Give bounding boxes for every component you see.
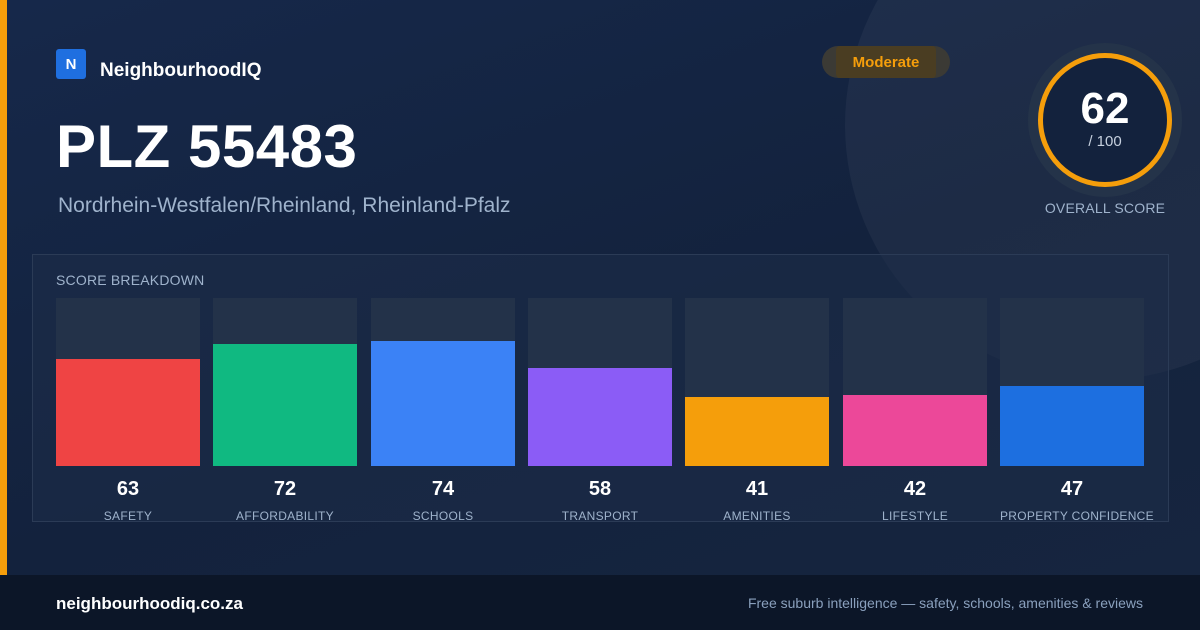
bar-value: 74	[431, 478, 455, 500]
bar-value: 42	[903, 478, 927, 500]
bar-track	[371, 298, 515, 466]
overall-score-max: / 100	[1088, 133, 1122, 150]
score-bar-safety: 63 SAFETY	[56, 298, 200, 523]
bar-fill	[213, 344, 357, 466]
score-bar-property-confidence: 47 PROPERTY CONFIDENCE	[1000, 298, 1154, 523]
bar-fill	[685, 397, 829, 466]
bar-label: LIFESTYLE	[881, 509, 949, 523]
bar-track	[213, 298, 357, 466]
score-breakdown-heading: SCORE BREAKDOWN	[56, 272, 205, 288]
page-title: PLZ 55483	[56, 113, 358, 180]
bar-label: SCHOOLS	[412, 509, 474, 523]
footer-domain-link[interactable]: neighbourhoodiq.co.za	[56, 594, 243, 613]
score-bar-lifestyle: 42 LIFESTYLE	[843, 298, 987, 523]
bar-label: PROPERTY CONFIDENCE	[1000, 509, 1154, 523]
score-bar-transport: 58 TRANSPORT	[528, 298, 672, 523]
bar-track	[843, 298, 987, 466]
bar-track	[56, 298, 200, 466]
bar-value: 63	[116, 478, 140, 500]
bar-fill	[1000, 386, 1144, 466]
bar-fill	[843, 395, 987, 466]
bar-label: AMENITIES	[723, 509, 791, 523]
bar-value: 58	[588, 478, 612, 500]
footer: neighbourhoodiq.co.za Free suburb intell…	[0, 575, 1200, 630]
share-card: N NeighbourhoodIQ Moderate PLZ 55483 Nor…	[0, 0, 1200, 575]
overall-score-ring-progress	[1038, 53, 1172, 187]
bar-value: 72	[273, 478, 297, 500]
logo-icon: N	[56, 49, 86, 79]
accent-bar	[0, 0, 7, 575]
score-bar-amenities: 41 AMENITIES	[685, 298, 829, 523]
overall-score-value: 62	[1080, 84, 1130, 133]
bar-label: TRANSPORT	[561, 509, 639, 523]
bar-fill	[56, 359, 200, 466]
bar-track	[1000, 298, 1144, 466]
rating-badge-label: Moderate	[852, 53, 920, 71]
bar-fill	[371, 341, 515, 466]
footer-tagline: Free suburb intelligence — safety, schoo…	[747, 595, 1143, 611]
score-bar-affordability: 72 AFFORDABILITY	[213, 298, 357, 523]
bar-track	[528, 298, 672, 466]
overall-score-caption: OVERALL SCORE	[1044, 200, 1166, 216]
score-bar-schools: 74 SCHOOLS	[371, 298, 515, 523]
brand[interactable]: N NeighbourhoodIQ	[56, 46, 261, 82]
region-subtitle: Nordrhein-Westfalen/Rheinland, Rheinland…	[58, 194, 511, 217]
bar-label: AFFORDABILITY	[236, 509, 334, 523]
bar-fill	[528, 368, 672, 466]
bar-value: 41	[745, 478, 769, 500]
brand-name: NeighbourhoodIQ	[100, 60, 262, 81]
bar-value: 47	[1060, 478, 1084, 500]
rating-badge-highlight	[836, 46, 936, 78]
bar-label: SAFETY	[103, 509, 153, 523]
bar-track	[685, 298, 829, 466]
